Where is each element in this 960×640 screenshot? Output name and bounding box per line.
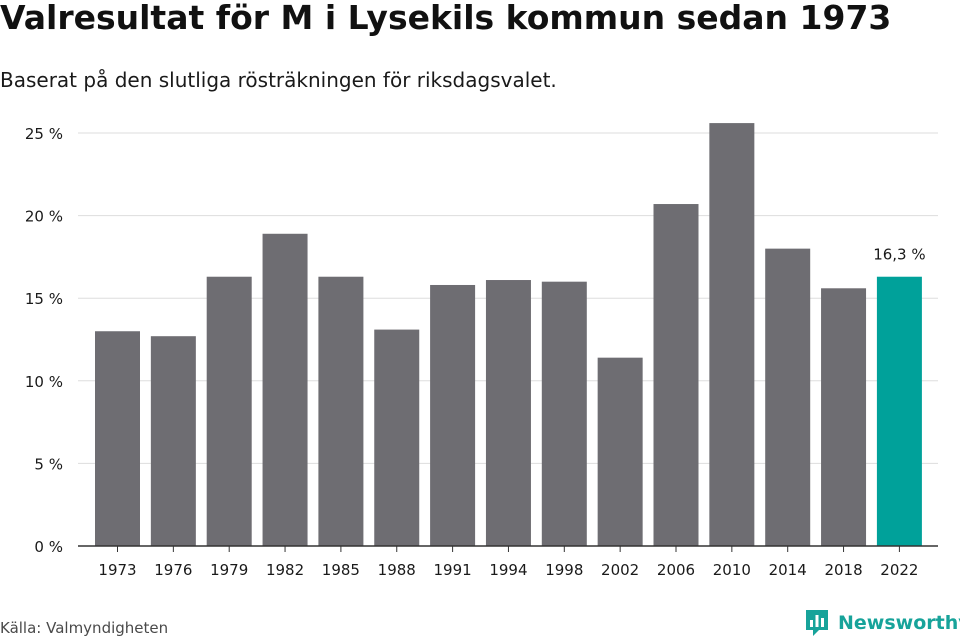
x-tick-label: 2010: [713, 561, 751, 579]
bar-2022[interactable]: [876, 276, 922, 546]
brand-name: Newsworthy: [838, 612, 960, 634]
chart-title: Valresultat för M i Lysekils kommun seda…: [0, 0, 892, 37]
x-tick-label: 2014: [769, 561, 807, 579]
x-tick-label: 2002: [601, 561, 639, 579]
source-note: Källa: Valmyndigheten: [0, 619, 169, 637]
y-tick-label: 15 %: [25, 290, 63, 308]
y-tick-label: 10 %: [25, 373, 63, 391]
x-tick-label: 2022: [880, 561, 918, 579]
bar-2006[interactable]: [653, 204, 699, 546]
y-axis-ticks: 0 % 5 % 10 % 15 % 20 % 25 %: [25, 125, 63, 556]
bar-1979[interactable]: [206, 276, 252, 546]
x-tick-label: 1991: [434, 561, 472, 579]
bar-1976[interactable]: [150, 336, 196, 546]
bar-1982[interactable]: [262, 233, 308, 546]
x-tick-label: 1994: [489, 561, 527, 579]
bar-2018[interactable]: [821, 288, 867, 546]
y-tick-label: 5 %: [34, 455, 63, 473]
data-label-2022: 16,3 %: [873, 246, 925, 264]
chart-subtitle: Baserat på den slutliga rösträkningen fö…: [0, 68, 557, 92]
x-axis-ticks: 1973 1976 1979 1982 1985 1988 1991 1994 1998 2002…: [98, 546, 918, 579]
x-tick-label: 1976: [154, 561, 192, 579]
x-tick-label: 1985: [322, 561, 360, 579]
x-tick-label: 1979: [210, 561, 248, 579]
newsworthy-logo-icon: [806, 610, 828, 636]
x-tick-label: 1998: [545, 561, 583, 579]
bar-1973[interactable]: [95, 331, 140, 546]
y-tick-label: 0 %: [34, 538, 63, 556]
y-tick-label: 25 %: [25, 125, 63, 143]
x-tick-label: 1982: [266, 561, 304, 579]
bar-2014[interactable]: [765, 248, 811, 546]
y-tick-label: 20 %: [25, 208, 63, 226]
x-tick-label: 2006: [657, 561, 695, 579]
bar-1985[interactable]: [318, 276, 364, 546]
x-tick-label: 2018: [824, 561, 862, 579]
bar-1991[interactable]: [430, 284, 476, 546]
bars: [78, 123, 938, 547]
bar-1998[interactable]: [541, 281, 587, 546]
bar-2002[interactable]: [597, 357, 643, 546]
bar-1994[interactable]: [485, 280, 531, 546]
annotations: 16,3 %: [873, 246, 925, 264]
brand-logo-link[interactable]: Newsworthy: [804, 608, 960, 638]
x-tick-label: 1988: [378, 561, 416, 579]
x-tick-label: 1973: [98, 561, 136, 579]
bar-chart: 0 %5 %10 %15 %20 %25 % 1973 1976 1979 1982 1…: [25, 123, 938, 579]
bar-2010[interactable]: [709, 123, 755, 546]
bar-1988[interactable]: [374, 329, 420, 546]
